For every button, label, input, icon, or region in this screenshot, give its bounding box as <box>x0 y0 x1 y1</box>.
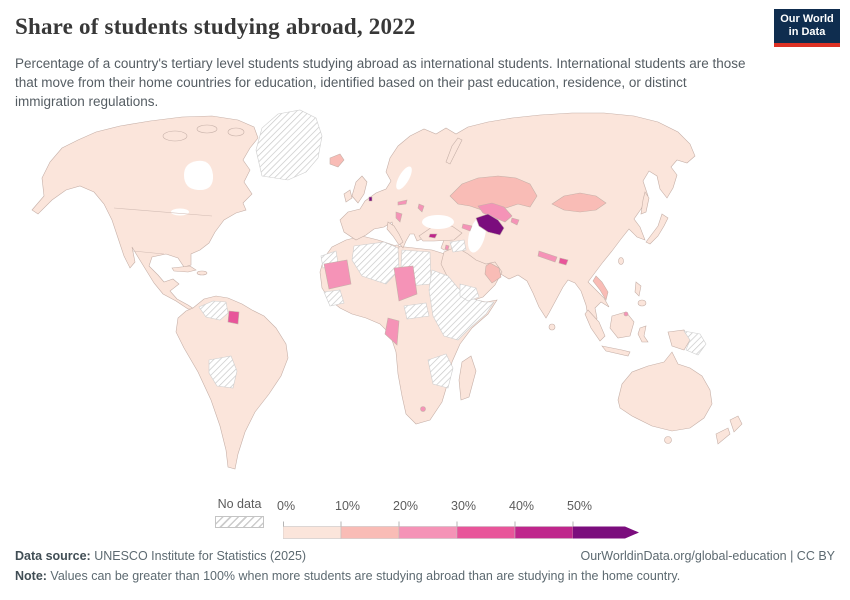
country-turkmenistan[interactable] <box>475 213 505 236</box>
country-taiwan[interactable] <box>618 257 624 265</box>
country-kazakhstan[interactable] <box>449 175 538 211</box>
legend-swatch-20-30[interactable] <box>398 526 458 539</box>
country-new-zealand-south[interactable] <box>715 427 731 445</box>
country-philippines-south[interactable] <box>637 299 647 307</box>
country-slovakia[interactable] <box>397 199 408 206</box>
data-source-value: UNESCO Institute for Statistics (2025) <box>90 549 307 563</box>
country-laos[interactable] <box>592 275 609 301</box>
country-brunei[interactable] <box>623 311 629 317</box>
country-papua-new-guinea[interactable] <box>683 330 707 356</box>
country-bhutan[interactable] <box>558 257 569 266</box>
legend-gradient-bar[interactable] <box>283 514 643 546</box>
country-borneo[interactable] <box>609 311 635 339</box>
region-sudan-horn-of-africa[interactable] <box>428 269 495 341</box>
legend-tick-40: 40% <box>509 499 535 513</box>
country-suriname[interactable] <box>227 310 240 325</box>
owid-logo-line1: Our World <box>780 13 834 26</box>
legend-tick-0: 0% <box>277 499 296 513</box>
owid-logo[interactable]: Our World in Data <box>774 9 840 47</box>
legend-no-data-label: No data <box>217 497 262 511</box>
country-mongolia[interactable] <box>551 192 607 213</box>
country-java[interactable] <box>601 345 631 357</box>
region-new-guinea-west[interactable] <box>667 329 691 351</box>
region-arctic-islands-3[interactable] <box>227 127 245 137</box>
country-philippines[interactable] <box>634 281 642 297</box>
country-tasmania[interactable] <box>664 436 672 444</box>
country-guinea[interactable] <box>323 289 345 307</box>
footer-source-row: Data source: UNESCO Institute for Statis… <box>15 546 835 566</box>
country-ireland[interactable] <box>343 189 353 203</box>
legend-no-data-swatch[interactable] <box>215 516 264 528</box>
region-north-america[interactable] <box>31 115 259 310</box>
region-arctic-islands-2[interactable] <box>196 124 218 134</box>
country-italy[interactable] <box>386 221 404 246</box>
legend-swatch-30-40[interactable] <box>456 526 516 539</box>
region-zambia-zimbabwe[interactable] <box>427 353 454 389</box>
black-sea <box>422 215 454 229</box>
legend-tick-10: 10% <box>335 499 361 513</box>
great-lakes <box>171 208 189 216</box>
country-luxembourg[interactable] <box>368 196 373 202</box>
border-us-mexico <box>132 250 165 255</box>
hudson-bay <box>184 160 214 191</box>
legend-swatch-50-plus-arrow[interactable] <box>573 526 639 539</box>
legend-color-bar: 0% 10% 20% 30% 40% 50% <box>277 499 643 546</box>
note-label: Note: <box>15 569 47 583</box>
legend-swatch-10-20[interactable] <box>340 526 400 539</box>
country-venezuela[interactable] <box>198 300 229 321</box>
country-sumatra[interactable] <box>584 309 606 342</box>
country-central-african-republic[interactable] <box>403 302 430 320</box>
data-source-text: Data source: UNESCO Institute for Statis… <box>15 546 306 566</box>
country-tajikistan[interactable] <box>510 217 520 226</box>
country-madagascar[interactable] <box>458 355 477 401</box>
country-bolivia-paraguay[interactable] <box>208 355 238 389</box>
country-yemen[interactable] <box>459 283 480 302</box>
country-united-kingdom[interactable] <box>351 175 368 204</box>
legend-tick-20: 20% <box>393 499 419 513</box>
country-sri-lanka[interactable] <box>548 323 556 331</box>
legend-swatch-40-50[interactable] <box>514 526 574 539</box>
country-uzbekistan[interactable] <box>477 202 513 223</box>
country-moldova[interactable] <box>417 203 425 213</box>
country-chad[interactable] <box>393 265 418 302</box>
country-japan[interactable] <box>645 213 669 245</box>
country-nepal[interactable] <box>537 250 558 263</box>
country-sulawesi[interactable] <box>637 325 649 343</box>
country-cuba[interactable] <box>171 265 197 273</box>
country-cyprus[interactable] <box>428 233 438 239</box>
country-sakhalin[interactable] <box>640 191 650 215</box>
country-lesotho[interactable] <box>420 406 426 412</box>
chart-footer: Data source: UNESCO Institute for Statis… <box>15 546 835 586</box>
country-lebanon[interactable] <box>444 244 450 251</box>
country-congo[interactable] <box>384 317 400 346</box>
country-oman[interactable] <box>484 262 502 284</box>
data-source-label: Data source: <box>15 549 91 563</box>
footer-note-row: Note: Values can be greater than 100% wh… <box>15 566 835 586</box>
country-algeria[interactable] <box>351 241 400 285</box>
legend-tick-50: 50% <box>567 499 593 513</box>
legend-swatch-0-10[interactable] <box>283 526 342 539</box>
border-us-canada <box>113 207 213 217</box>
country-syria[interactable] <box>449 239 467 253</box>
region-albania-balkans[interactable] <box>395 211 403 223</box>
country-iceland[interactable] <box>329 153 345 168</box>
legend-tick-30: 30% <box>451 499 477 513</box>
page-title: Share of students studying abroad, 2022 <box>15 14 416 39</box>
note-value: Values can be greater than 100% when mor… <box>46 569 681 583</box>
country-australia[interactable] <box>617 351 713 432</box>
country-greenland[interactable] <box>255 109 323 181</box>
country-azerbaijan[interactable] <box>461 223 473 232</box>
country-mauritania[interactable] <box>323 259 352 290</box>
country-hispaniola[interactable] <box>196 270 208 276</box>
owid-attribution-link[interactable]: OurWorldinData.org/global-education | CC… <box>580 549 835 563</box>
region-novaya-zemlya[interactable] <box>445 137 463 165</box>
owid-logo-line2: in Data <box>788 26 826 38</box>
chart-subtitle: Percentage of a country's tertiary level… <box>15 56 746 110</box>
baltic-sea <box>396 166 412 190</box>
country-new-zealand-north[interactable] <box>729 415 743 433</box>
region-arctic-islands-1[interactable] <box>162 130 188 142</box>
